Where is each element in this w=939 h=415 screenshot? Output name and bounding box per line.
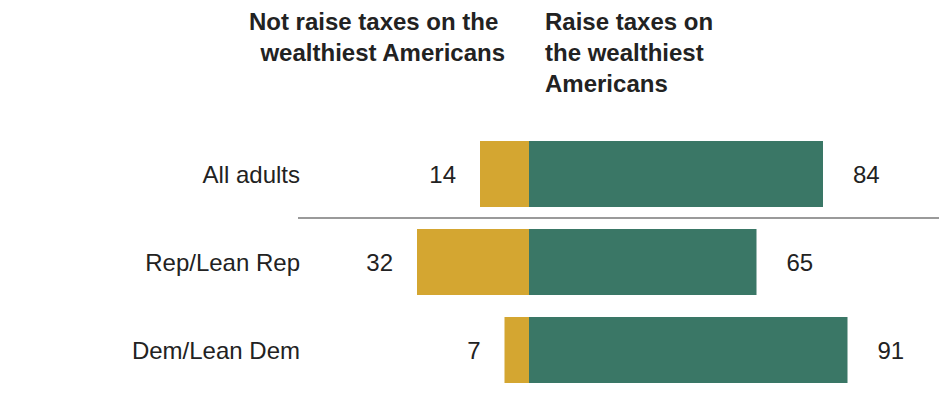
svg-text:65: 65: [787, 249, 814, 276]
svg-text:wealthiest Americans: wealthiest Americans: [259, 39, 505, 66]
svg-text:91: 91: [878, 337, 905, 364]
svg-text:Rep/Lean Rep: Rep/Lean Rep: [145, 249, 300, 276]
svg-text:Raise taxes on: Raise taxes on: [545, 8, 720, 35]
svg-text:the wealthiest: the wealthiest: [545, 39, 710, 66]
svg-text:Dem/Lean Dem: Dem/Lean Dem: [132, 337, 300, 364]
svg-text:7: 7: [467, 337, 480, 364]
svg-text:Not raise taxes on the: Not raise taxes on the: [249, 8, 505, 35]
svg-text:Americans: Americans: [545, 70, 668, 97]
svg-text:32: 32: [366, 249, 393, 276]
svg-text:14: 14: [429, 161, 456, 188]
svg-text:All adults: All adults: [203, 161, 300, 188]
svg-text:84: 84: [853, 161, 880, 188]
